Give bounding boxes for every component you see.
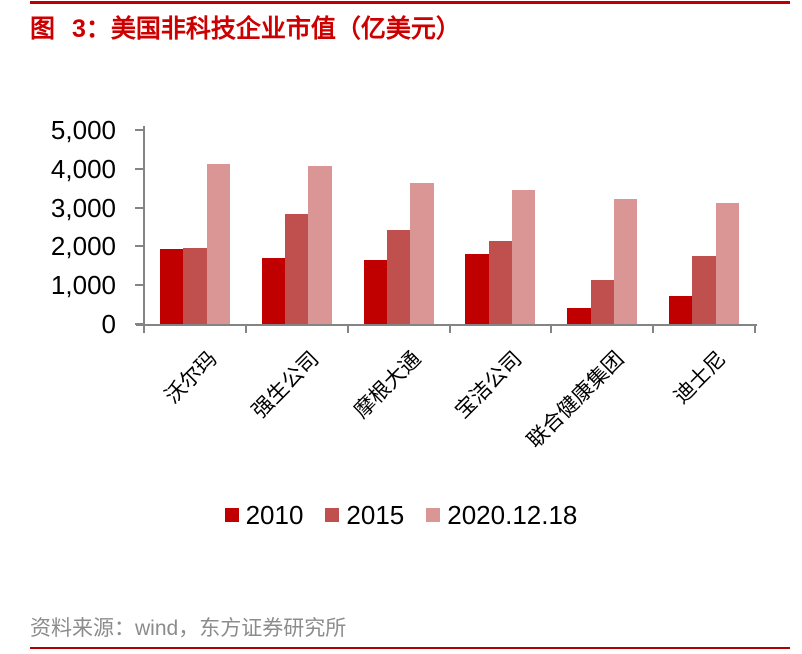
x-axis-category-label: 宝洁公司: [451, 347, 527, 423]
y-axis-tick-label: 0: [101, 309, 116, 339]
bar-2020.12.18-宝洁公司: [512, 190, 536, 324]
x-axis-tick-mark: [346, 324, 349, 333]
x-axis-category-label: 迪士尼: [669, 347, 731, 409]
legend-swatch: [426, 508, 441, 522]
bar-2010-宝洁公司: [465, 254, 489, 324]
bar-2015-联合健康集团: [590, 280, 614, 324]
y-axis-tick-mark: [135, 284, 144, 287]
y-axis-tick-label: 5,000: [50, 115, 116, 145]
y-axis-tick-mark: [135, 167, 144, 170]
bar-2010-联合健康集团: [567, 307, 591, 324]
bar-2015-迪士尼: [692, 256, 716, 324]
legend-label: 2010: [245, 500, 304, 530]
legend-item-2010: 2010: [224, 500, 304, 530]
bar-2015-宝洁公司: [488, 240, 513, 324]
x-axis-category-label: 联合健康集团: [523, 347, 629, 453]
legend-swatch: [325, 508, 340, 522]
y-axis-tick-label: 1,000: [50, 270, 116, 301]
legend-label: 2020.12.18: [447, 500, 578, 530]
y-axis-tick-label: 3,000: [50, 192, 116, 223]
bar-2010-强生公司: [261, 258, 286, 324]
bar-2015-强生公司: [285, 214, 309, 324]
bar-2010-沃尔玛: [159, 249, 184, 324]
top-divider: [30, 1, 790, 4]
legend-item-2020.12.18: 2020.12.18: [426, 500, 577, 530]
x-axis-tick-mark: [448, 324, 451, 333]
legend-label: 2015: [346, 500, 405, 530]
x-axis-category-label: 强生公司: [247, 347, 324, 423]
legend-item-2015: 2015: [325, 500, 404, 530]
x-axis-tick-mark: [652, 324, 655, 333]
bar-2020.12.18-迪士尼: [715, 202, 740, 324]
bar-2020.12.18-联合健康集团: [613, 199, 638, 324]
bar-2015-摩根大通: [386, 230, 411, 324]
legend-swatch: [224, 508, 239, 522]
x-axis-tick-mark: [143, 324, 145, 333]
bar-2015-沃尔玛: [183, 247, 207, 324]
x-axis-tick-mark: [754, 324, 756, 333]
x-axis-category-label: 摩根大通: [349, 347, 426, 423]
figure-title: 图 3：美国非科技企业市值（亿美元）: [30, 15, 461, 43]
y-axis-tick-mark: [135, 206, 144, 209]
y-axis-tick-label: 2,000: [50, 231, 116, 262]
y-axis-line: [143, 126, 145, 326]
bar-2020.12.18-强生公司: [308, 166, 332, 324]
bar-chart: 0 1,000 2,000 3,000 4,000 5,000 沃尔玛 强生公司 摩根大通 宝洁公…: [50, 115, 757, 453]
y-axis-tick-label: 4,000: [50, 153, 116, 184]
y-axis-tick-mark: [135, 129, 144, 131]
source-note: 资料来源：wind，东方证券研究所: [30, 617, 347, 640]
bar-2010-摩根大通: [363, 259, 387, 324]
bar-2020.12.18-沃尔玛: [206, 164, 230, 324]
x-axis-category-label: 沃尔玛: [160, 347, 222, 409]
x-axis-tick-mark: [244, 324, 247, 333]
bottom-divider: [30, 647, 790, 649]
chart-legend: 2010 2015 2020.12.18: [0, 498, 802, 532]
bar-2020.12.18-摩根大通: [410, 183, 434, 324]
x-axis-tick-mark: [550, 324, 553, 333]
bar-2010-迪士尼: [669, 296, 693, 324]
y-axis-tick-mark: [135, 245, 144, 248]
x-axis-line: [136, 324, 757, 326]
